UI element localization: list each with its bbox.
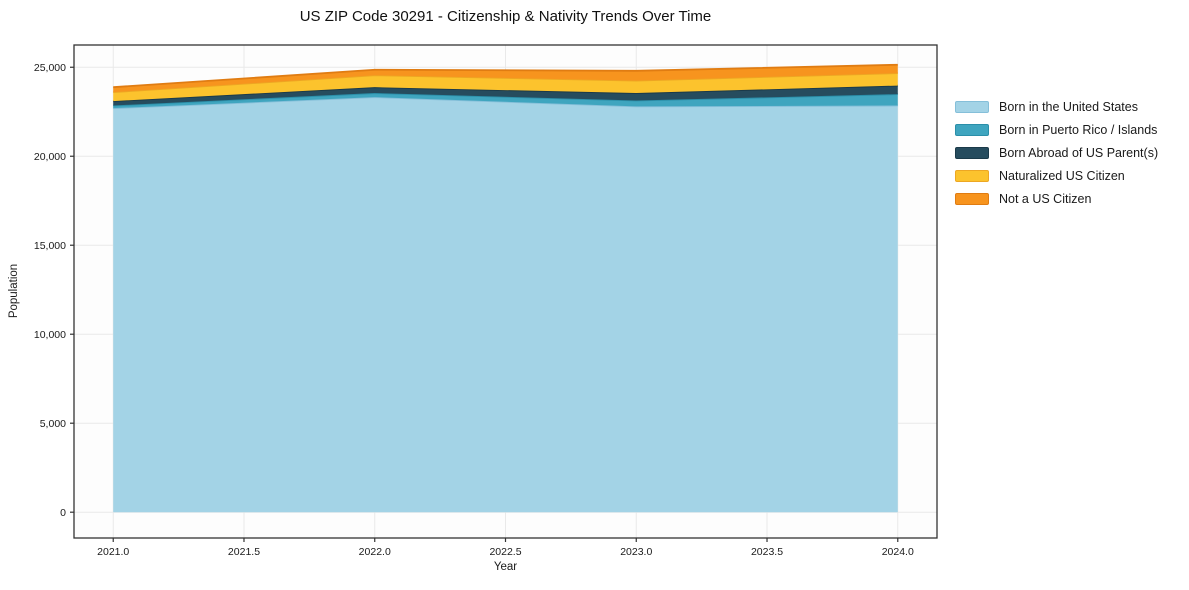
legend-label-puerto-rico: Born in Puerto Rico / Islands <box>999 123 1158 137</box>
legend-swatch-born-in-us <box>955 101 989 113</box>
y-tick-label: 0 <box>60 507 66 519</box>
legend-item-puerto-rico: Born in Puerto Rico / Islands <box>955 123 1158 137</box>
area-band-born-in-us <box>113 97 898 513</box>
y-tick-label: 25,000 <box>34 62 66 74</box>
x-tick-label: 2023.5 <box>751 546 783 558</box>
y-tick-label: 15,000 <box>34 240 66 252</box>
x-tick-label: 2023.0 <box>620 546 652 558</box>
legend-item-born-in-us: Born in the United States <box>955 100 1158 114</box>
y-tick-label: 10,000 <box>34 329 66 341</box>
y-tick-label: 5,000 <box>40 418 66 430</box>
x-tick-label: 2022.5 <box>489 546 521 558</box>
y-tick-label: 20,000 <box>34 151 66 163</box>
x-tick-label: 2021.5 <box>228 546 260 558</box>
legend-item-not-citizen: Not a US Citizen <box>955 192 1158 206</box>
legend-label-born-in-us: Born in the United States <box>999 100 1138 114</box>
legend-label-not-citizen: Not a US Citizen <box>999 192 1092 206</box>
legend-swatch-born-abroad <box>955 147 989 159</box>
legend-item-naturalized: Naturalized US Citizen <box>955 169 1158 183</box>
area-edge-not-citizen <box>113 63 898 89</box>
legend-item-born-abroad: Born Abroad of US Parent(s) <box>955 146 1159 160</box>
legend: Born in the United States Born in Puerto … <box>955 100 1159 206</box>
x-tick-label: 2022.0 <box>359 546 391 558</box>
legend-swatch-not-citizen <box>955 193 989 205</box>
x-axis-label: Year <box>493 561 518 573</box>
chart-title: US ZIP Code 30291 - Citizenship & Nativi… <box>299 8 712 25</box>
legend-label-naturalized: Naturalized US Citizen <box>999 169 1125 183</box>
legend-swatch-puerto-rico <box>955 124 989 136</box>
x-tick-label: 2024.0 <box>882 546 914 558</box>
legend-swatch-naturalized <box>955 170 989 182</box>
legend-label-born-abroad: Born Abroad of US Parent(s) <box>999 146 1159 160</box>
x-tick-label: 2021.0 <box>97 546 129 558</box>
area-band-not-citizen <box>113 64 898 93</box>
area-band-born-abroad <box>113 85 898 106</box>
